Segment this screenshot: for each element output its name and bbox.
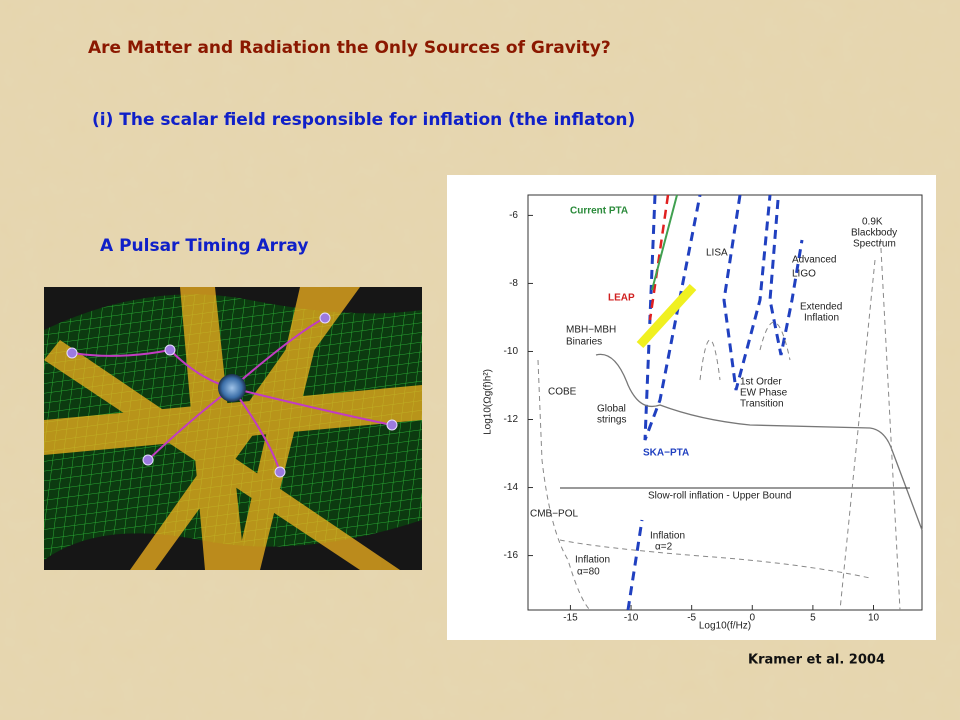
y-tick-label: -6	[509, 210, 518, 221]
curve-label: Slow-roll inflation - Upper Bound	[648, 491, 791, 502]
curve-label: LIGO	[792, 269, 816, 280]
curve-label: LISA	[706, 248, 728, 259]
x-tick-label: -15	[563, 613, 578, 624]
curve-label: SKA−PTA	[643, 448, 689, 459]
curve-label: Binaries	[566, 337, 602, 348]
curve-label: Extended	[800, 302, 842, 313]
curve-label: Global	[597, 404, 626, 415]
curve-label: CMB−POL	[530, 509, 579, 520]
curve-label: α=2	[655, 542, 673, 553]
y-tick-label: -8	[509, 278, 518, 289]
curve-label: Transition	[740, 399, 784, 410]
curve-label: Blackbody	[851, 228, 897, 239]
curve-label: strings	[597, 415, 626, 426]
title: Are Matter and Radiation the Only Source…	[88, 38, 611, 58]
curve-label: Advanced	[792, 255, 836, 266]
curve-label: EW Phase	[740, 388, 788, 399]
y-tick-label: -16	[504, 550, 519, 561]
curve-label: α=80	[577, 567, 600, 578]
subtitle: (i) The scalar field responsible for inf…	[92, 110, 635, 130]
curve-label: Inflation	[575, 555, 610, 566]
x-tick-label: -10	[624, 613, 639, 624]
y-tick-label: -10	[504, 346, 519, 357]
y-tick-label: -12	[504, 414, 519, 425]
x-axis-label: Log10(f/Hz)	[699, 621, 751, 632]
sensitivity-figure: Current PTA LEAP MBH−MBH Binaries LISA A…	[447, 175, 936, 640]
x-tick-label: -5	[687, 613, 696, 624]
curve-label: Inflation	[650, 531, 685, 542]
curve-label: LEAP	[608, 293, 635, 304]
y-tick-label: -14	[504, 482, 519, 493]
curve-label: Spectrum	[853, 239, 896, 250]
credit: Kramer et al. 2004	[748, 653, 885, 668]
pulsar-image	[44, 287, 422, 570]
image-caption: A Pulsar Timing Array	[100, 236, 308, 256]
curve-label: MBH−MBH	[566, 325, 616, 336]
curve-label: COBE	[548, 387, 577, 398]
x-tick-label: 10	[868, 613, 880, 624]
x-tick-label: 5	[810, 613, 816, 624]
curve-label: Inflation	[804, 313, 839, 324]
curve-label: 0.9K	[862, 217, 883, 228]
curve-label: Current PTA	[570, 206, 628, 217]
y-axis-label: Log10(Ωg(f)h²)	[483, 369, 494, 435]
curve-label: 1st Order	[740, 377, 782, 388]
x-tick-label: 0	[749, 613, 755, 624]
